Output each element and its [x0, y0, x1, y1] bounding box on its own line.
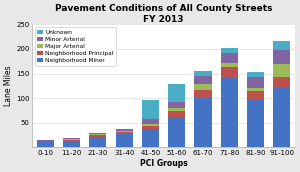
Bar [194, 90, 212, 98]
Bar [37, 141, 54, 142]
Bar [273, 87, 290, 147]
Bar [247, 72, 264, 77]
Bar [142, 119, 159, 124]
Bar [247, 88, 264, 91]
Bar [221, 48, 238, 53]
Bar [221, 67, 238, 78]
Bar [142, 126, 159, 129]
Bar [63, 140, 80, 141]
Legend: Unknown, Minor Arterial, Major Arterial, Neighborhood Principal, Neighborhood Mi: Unknown, Minor Arterial, Major Arterial,… [35, 27, 116, 66]
Bar [142, 129, 159, 147]
Bar [168, 117, 185, 147]
X-axis label: PCI Groups: PCI Groups [140, 159, 188, 168]
Bar [37, 140, 54, 141]
Bar [63, 138, 80, 139]
Bar [247, 91, 264, 99]
Bar [247, 77, 264, 88]
Bar [273, 41, 290, 50]
Bar [194, 71, 212, 76]
Y-axis label: Lane Miles: Lane Miles [4, 66, 13, 106]
Bar [116, 129, 133, 131]
Bar [63, 141, 80, 147]
Bar [194, 76, 212, 84]
Bar [221, 78, 238, 147]
Bar [273, 77, 290, 87]
Bar [194, 98, 212, 147]
Bar [194, 84, 212, 90]
Bar [89, 137, 106, 147]
Bar [273, 50, 290, 64]
Bar [89, 132, 106, 133]
Bar [142, 124, 159, 126]
Bar [168, 84, 185, 101]
Bar [168, 108, 185, 111]
Bar [221, 53, 238, 63]
Bar [116, 132, 133, 133]
Bar [37, 142, 54, 147]
Bar [142, 100, 159, 119]
Bar [221, 63, 238, 67]
Bar [89, 136, 106, 137]
Title: Pavement Conditions of All County Streets
FY 2013: Pavement Conditions of All County Street… [55, 4, 272, 24]
Bar [247, 99, 264, 147]
Bar [116, 131, 133, 132]
Bar [89, 135, 106, 136]
Bar [273, 64, 290, 77]
Bar [116, 133, 133, 147]
Bar [168, 111, 185, 117]
Bar [168, 101, 185, 108]
Bar [63, 139, 80, 140]
Bar [89, 133, 106, 135]
